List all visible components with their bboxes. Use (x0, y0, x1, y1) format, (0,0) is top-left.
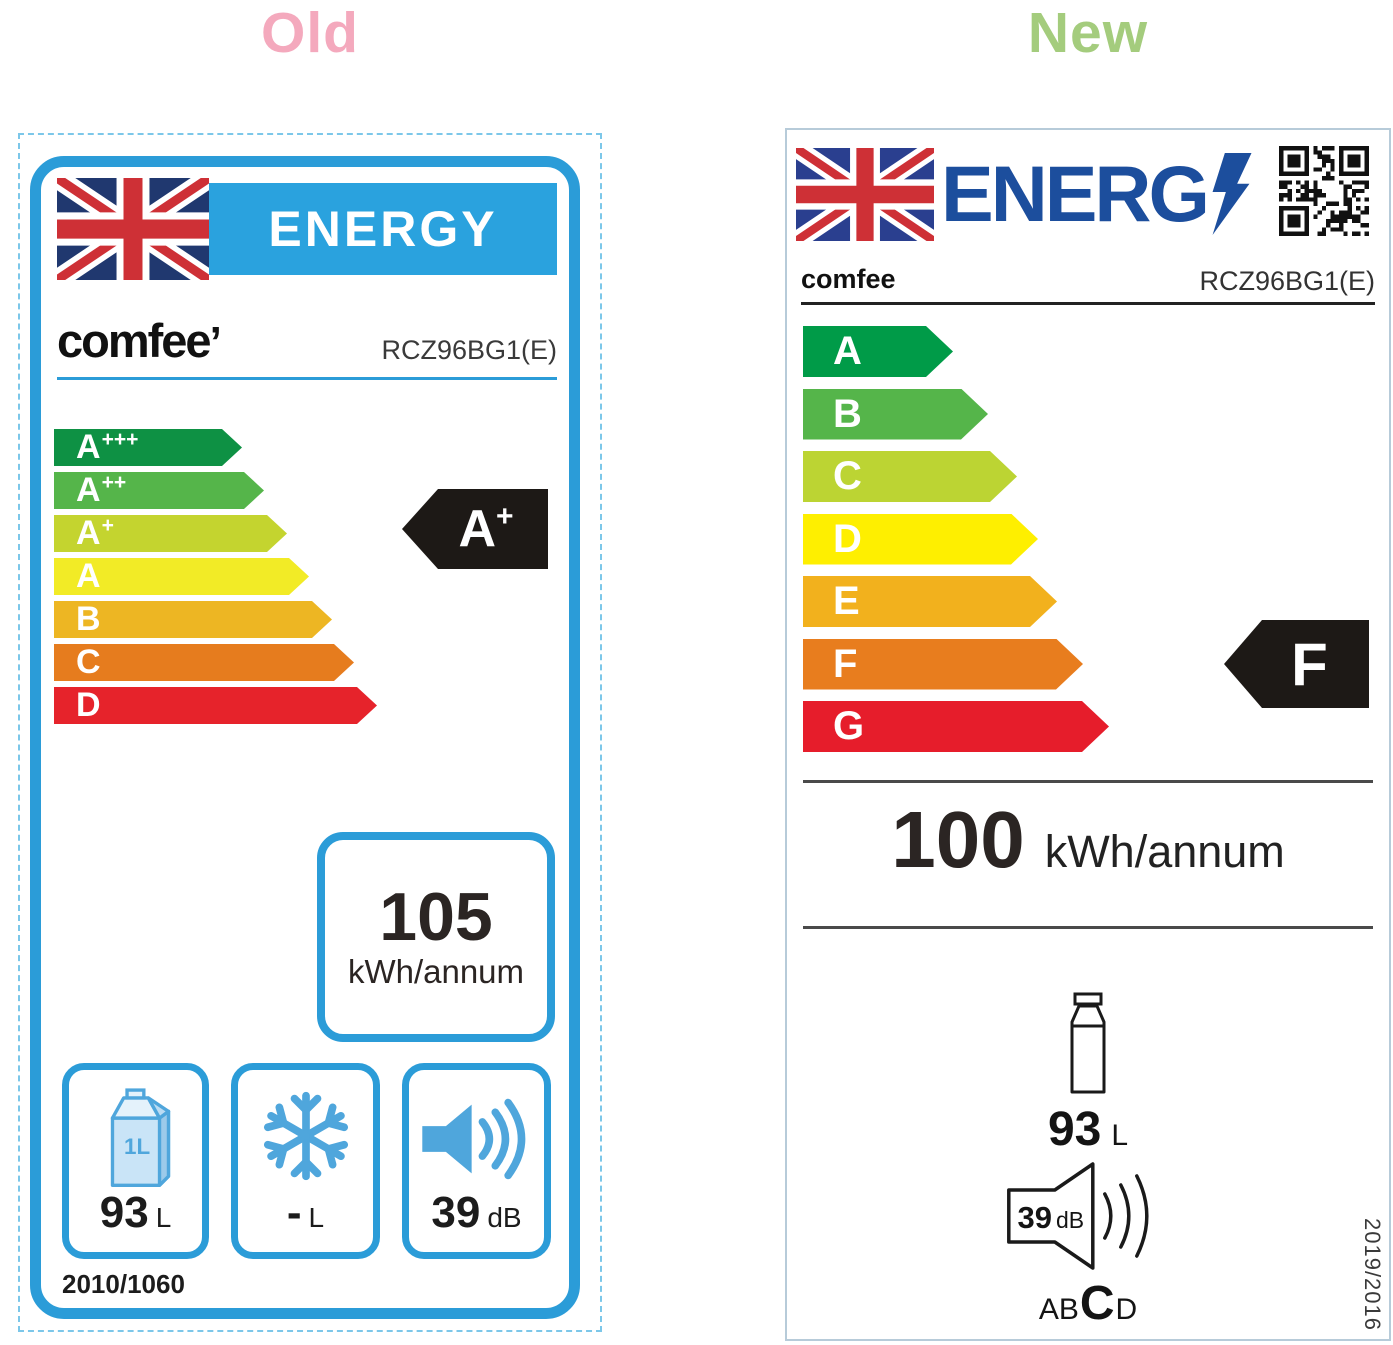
class-arrow-a-plus-plus-plus: A +++ (54, 429, 242, 466)
lightning-bolt-icon (1212, 153, 1252, 235)
consumption-line: 100 kWh/annum (787, 794, 1389, 886)
regulation-reference: 2010/1060 (62, 1269, 185, 1299)
consumption-unit: kWh/annum (347, 953, 525, 990)
class-arrow-g: G (803, 701, 1109, 752)
model-number: RCZ96BG1(E) (1199, 266, 1375, 296)
class-arrow-c: C (803, 451, 1017, 502)
milk-carton-icon: 1L (110, 1088, 170, 1187)
noise-value: 39 (431, 1188, 481, 1237)
uk-flag-icon (796, 148, 934, 241)
old-energy-label-cutline: ENERGY comfee’ RCZ96BG1(E) A +++ A ++ A + A B C D… (18, 133, 602, 1332)
speaker-icon (1007, 1162, 1149, 1270)
class-arrow-a: A (803, 326, 953, 377)
class-arrow-f: F (803, 639, 1083, 690)
noise-class-current: C (1079, 1277, 1115, 1330)
energy-wordmark-text: ENERG (941, 149, 1210, 238)
noise-block: 39 dB (1005, 1156, 1165, 1276)
class-arrow-d: D (54, 687, 377, 724)
model-number: RCZ96BG1(E) (381, 335, 557, 365)
fridge-volume-value: 93 (99, 1188, 149, 1237)
brand-logo-mark: ’ (209, 318, 222, 367)
freezer-volume-value: - (286, 1188, 302, 1237)
qr-code (1279, 146, 1369, 236)
consumption-box: 105 kWh/annum (317, 832, 555, 1042)
noise-value-line: 39 dB (1017, 1200, 1085, 1235)
class-arrow-a: A (54, 558, 309, 595)
svg-text:1L: 1L (124, 1134, 150, 1159)
class-arrow-b: B (54, 601, 332, 638)
consumption-unit: kWh/annum (1044, 826, 1285, 877)
speaker-icon (421, 1098, 525, 1180)
rating-arrow: F (1224, 620, 1369, 708)
class-arrow-c: C (54, 644, 354, 681)
energy-banner: ENERGY (209, 183, 557, 275)
class-arrow-b: B (803, 389, 988, 440)
uk-flag-icon (57, 178, 209, 280)
class-arrow-a-plus-plus: A ++ (54, 472, 264, 509)
fridge-bottle-icon (1070, 992, 1106, 1094)
divider (803, 926, 1373, 929)
class-arrow-d: D (803, 514, 1038, 565)
fridge-volume-value: 93 (1047, 1103, 1102, 1156)
old-energy-label: ENERGY comfee’ RCZ96BG1(E) A +++ A ++ A + A B C D… (30, 156, 580, 1319)
old-column-header: Old (261, 1, 359, 65)
freezer-volume-box: -L (231, 1063, 380, 1259)
brand-logo: comfee’ (57, 314, 222, 367)
energy-banner-text: ENERGY (268, 201, 498, 257)
brand-name: comfee (801, 264, 896, 294)
class-arrow-e: E (803, 576, 1057, 627)
consumption-value: 105 (379, 879, 493, 955)
rating-arrow: A + (402, 489, 548, 569)
noise-box: 39 dB (402, 1063, 551, 1259)
divider (801, 302, 1375, 305)
new-column-header: New (1027, 1, 1149, 65)
divider (57, 377, 557, 380)
divider (803, 780, 1373, 783)
noise-value: 39 (1017, 1200, 1052, 1235)
noise-class-scale: AB C D (1038, 1277, 1138, 1330)
snowflake-icon (263, 1091, 348, 1181)
energy-wordmark: ENERG (941, 144, 1253, 244)
consumption-value: 100 (891, 795, 1025, 884)
fridge-volume-line: 93 L (1047, 1103, 1129, 1156)
fridge-volume-box: 1L 93 L (62, 1063, 209, 1259)
class-arrow-a-plus: A + (54, 515, 287, 552)
regulation-reference: 2019/2016 (1360, 1218, 1385, 1331)
